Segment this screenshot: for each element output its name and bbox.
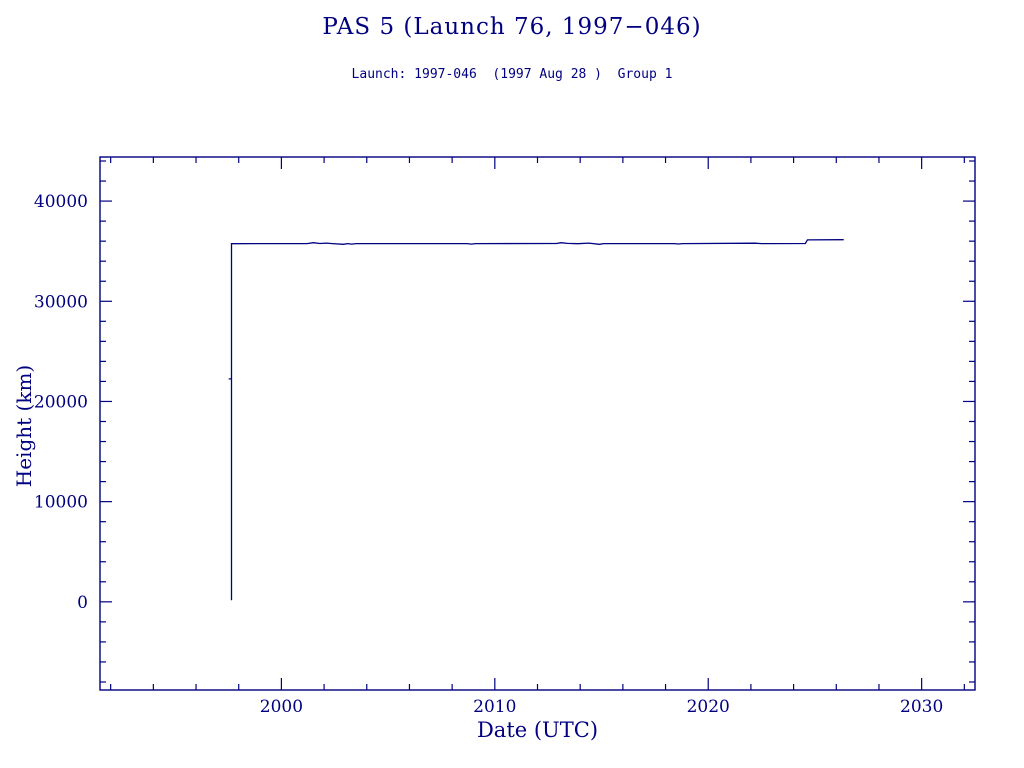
x-tick-label: 2020 xyxy=(687,697,730,717)
chart-title: PAS 5 (Launch 76, 1997−046) xyxy=(322,14,702,40)
x-tick-label: 2000 xyxy=(260,697,303,717)
y-tick-label: 10000 xyxy=(34,493,88,513)
x-axis-label: Date (UTC) xyxy=(476,718,599,742)
y-tick-label: 20000 xyxy=(34,392,88,412)
y-tick-label: 0 xyxy=(77,593,88,613)
data-line-height xyxy=(228,239,844,601)
y-tick-label: 30000 xyxy=(34,292,88,312)
x-tick-label: 2030 xyxy=(900,697,943,717)
y-tick-label: 40000 xyxy=(34,192,88,212)
y-axis-label: Height (km) xyxy=(12,364,36,488)
x-tick-label: 2010 xyxy=(473,697,516,717)
chart-subtitle: Launch: 1997-046 (1997 Aug 28 ) Group 1 xyxy=(351,67,673,82)
